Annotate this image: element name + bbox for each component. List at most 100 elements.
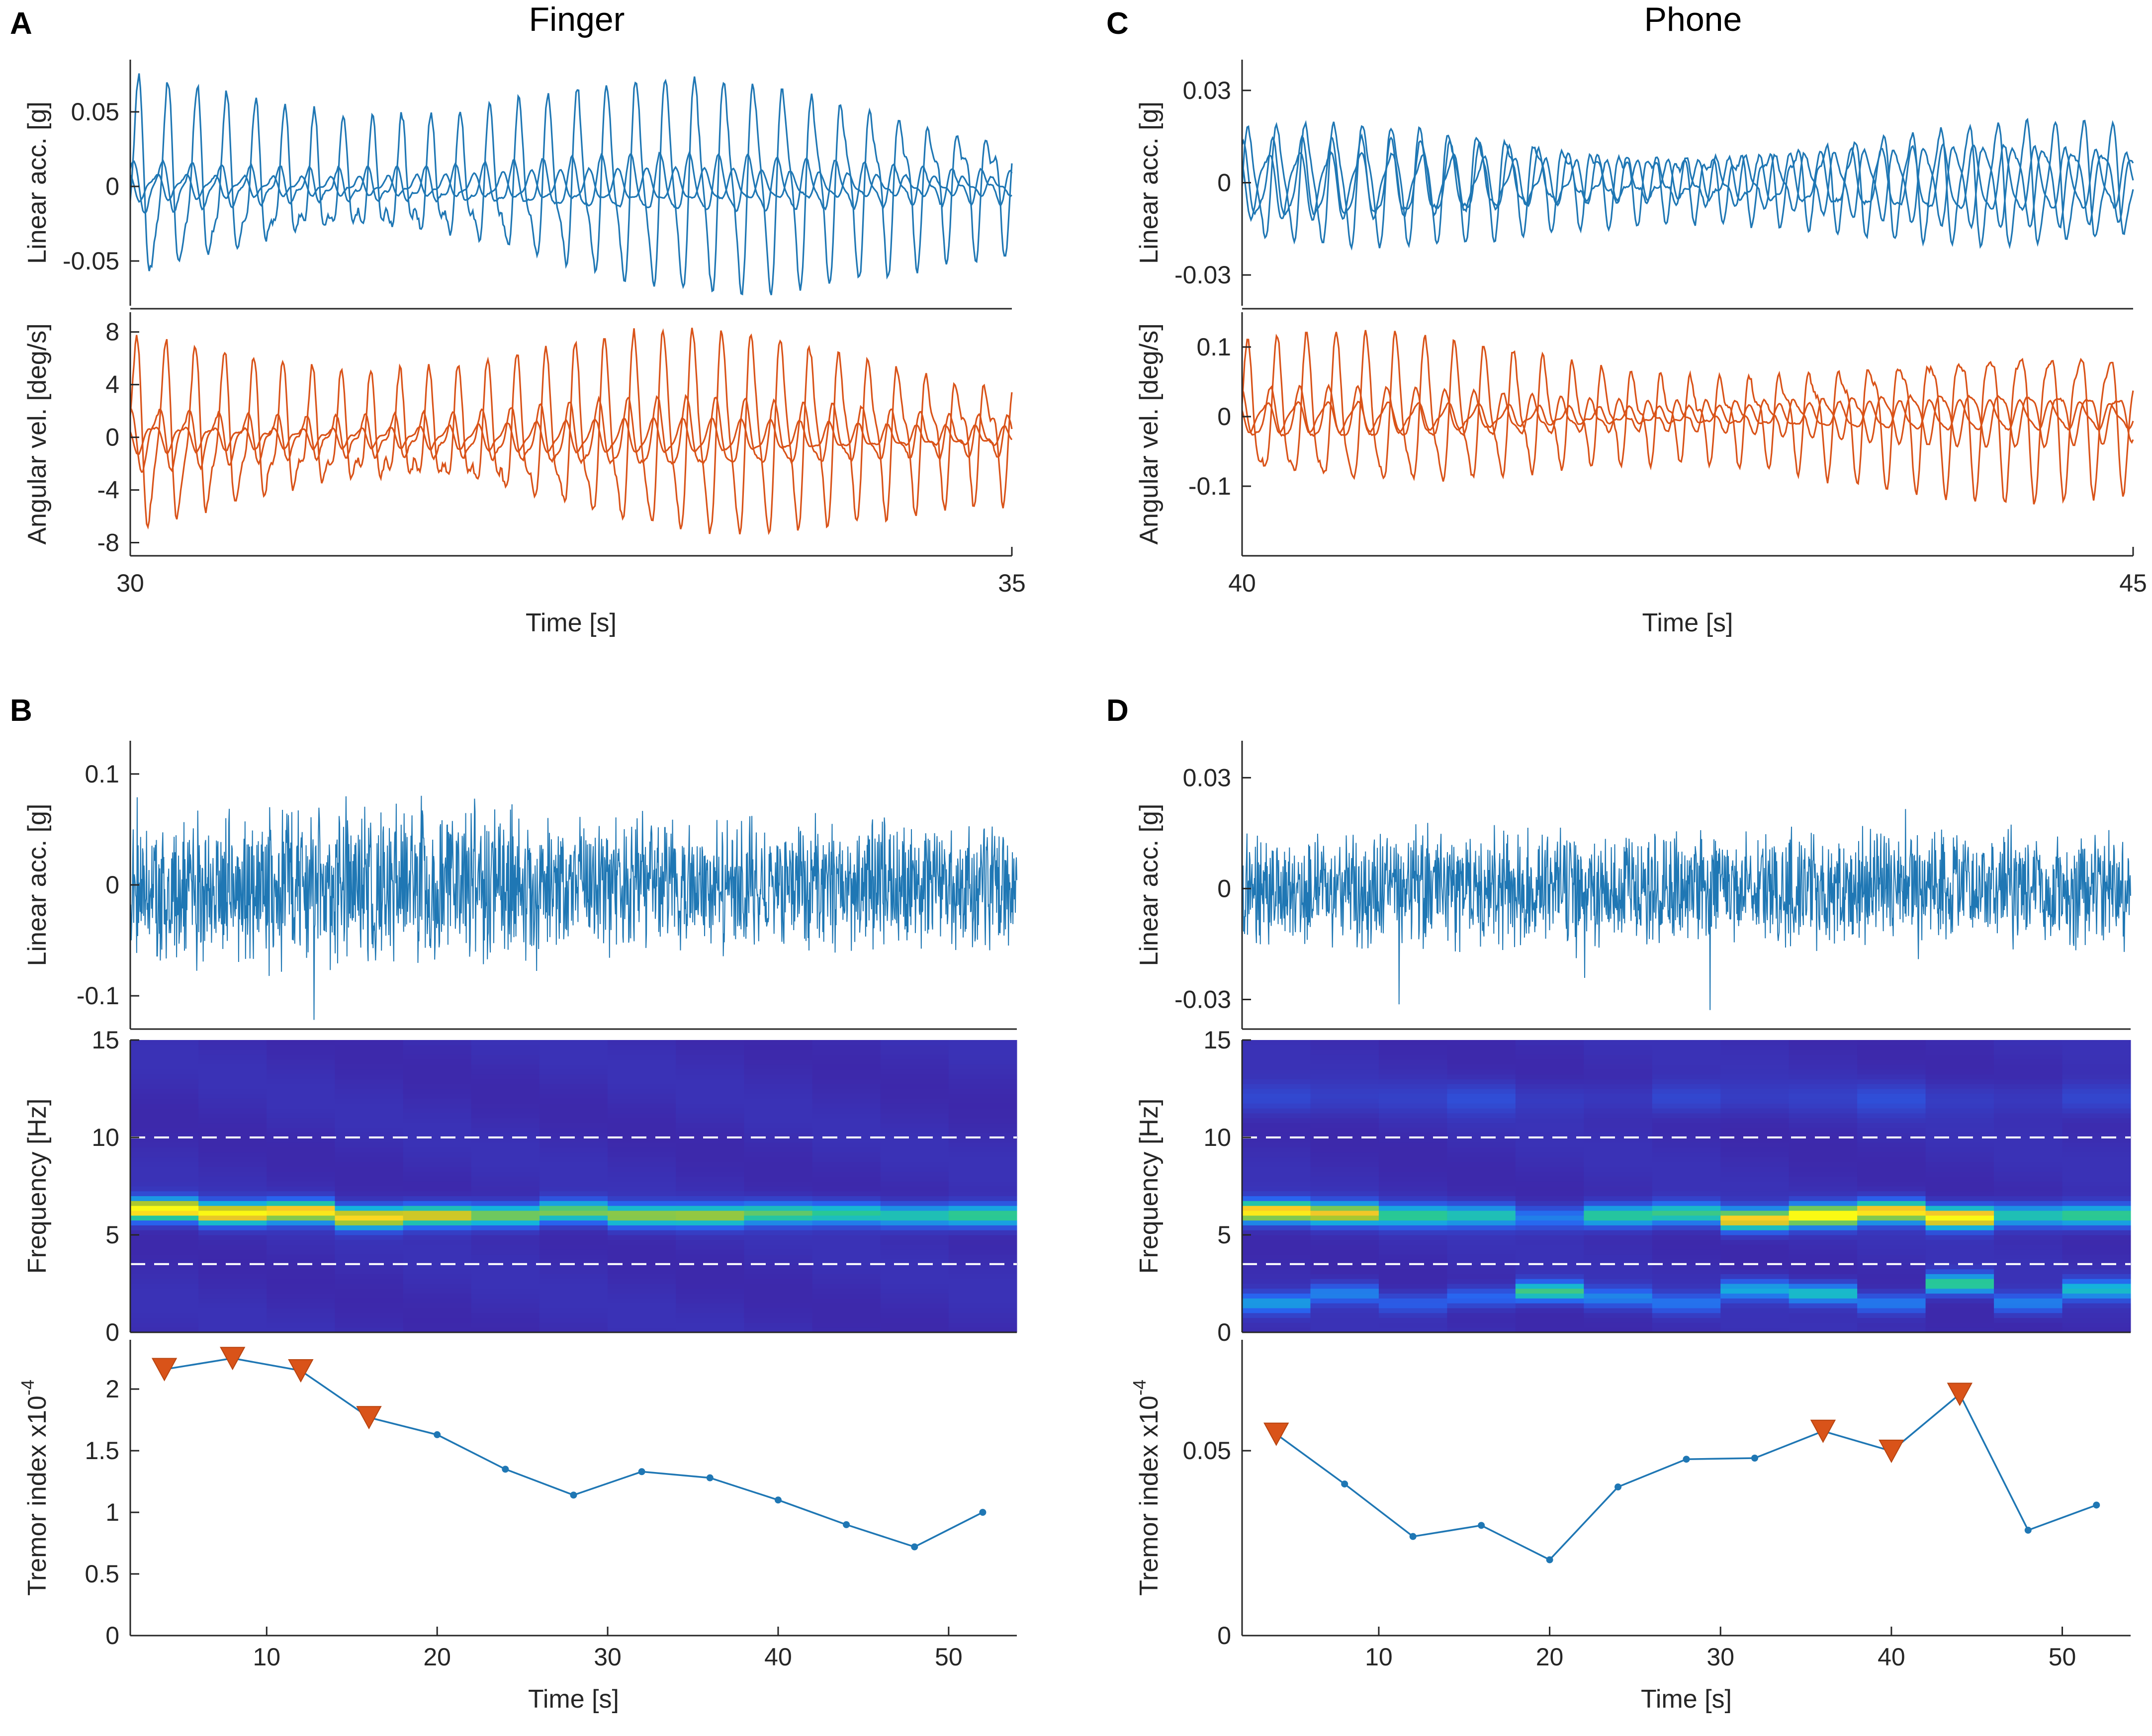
D_spec-cell-9-29	[1857, 1186, 1926, 1192]
D_spec-cell-8-44	[1789, 1113, 1858, 1119]
B_spec-cell-10-42	[812, 1123, 881, 1128]
B_tremor-point-6	[570, 1491, 577, 1499]
B_spec-cell-12-3	[948, 1312, 1017, 1318]
B_spec-cell-2-5	[267, 1303, 335, 1308]
D_spec-cell-7-7	[1720, 1293, 1790, 1299]
D_spec-cell-12-54	[2062, 1064, 2131, 1070]
B_spec-cell-0-50	[130, 1084, 199, 1089]
D_spec-cell-12-12	[2062, 1269, 2131, 1274]
D_spec-cell-9-46	[1857, 1103, 1926, 1109]
D_spec-cell-11-0	[1994, 1327, 2063, 1333]
D_spec-cell-8-23	[1789, 1215, 1858, 1221]
D_acc-series-acc	[1242, 809, 2131, 1010]
C_gyr-xtick-label-0: 40	[1228, 569, 1256, 597]
B_spec-cell-3-47	[335, 1098, 404, 1104]
B_spec-cell-11-6	[880, 1298, 949, 1303]
B_spec-cell-10-10	[812, 1279, 881, 1284]
B_spec-cell-1-11	[198, 1274, 267, 1279]
B_tremor-ytick-label-3: 0.5	[85, 1560, 119, 1588]
D_spec-cell-2-41	[1378, 1128, 1447, 1133]
B_spec-cell-4-26	[403, 1201, 472, 1206]
B_spec-cell-11-15	[880, 1254, 949, 1260]
B_acc-ytick-label-2: -0.1	[77, 982, 119, 1010]
panel-letter-c: C	[1106, 6, 1129, 41]
D_spec-cell-4-47	[1515, 1098, 1584, 1104]
D_spec-cell-6-56	[1652, 1054, 1721, 1060]
D_spec-cell-0-12	[1242, 1269, 1311, 1274]
D_spec-cell-10-27	[1925, 1196, 1994, 1201]
B_tremor-point-12	[979, 1509, 986, 1516]
B_spec-cell-7-36	[608, 1152, 676, 1157]
D_spec-cell-8-25	[1789, 1206, 1858, 1211]
D_spec-cell-2-28	[1378, 1191, 1447, 1197]
B_spec-cell-3-39	[335, 1137, 404, 1143]
B_spec-cell-11-33	[880, 1166, 949, 1172]
B_spec-cell-8-56	[676, 1054, 744, 1060]
B_spec-cell-10-58	[812, 1044, 881, 1050]
B_spec-cell-9-41	[744, 1128, 813, 1133]
D_spec-cell-3-19	[1447, 1235, 1516, 1240]
B_spec-cell-7-57	[608, 1049, 676, 1055]
D_spec-cell-11-34	[1994, 1162, 2063, 1167]
B_spec-cell-8-52	[676, 1074, 744, 1079]
D_spec-cell-11-40	[1994, 1132, 2063, 1138]
B_spec-cell-2-11	[267, 1274, 335, 1279]
D_spec-cell-8-41	[1789, 1128, 1858, 1133]
B_spec-cell-11-1	[880, 1322, 949, 1328]
B_spec-cell-12-13	[948, 1264, 1017, 1270]
D_spec-cell-1-32	[1310, 1171, 1379, 1177]
D_spec-cell-6-47	[1652, 1098, 1721, 1104]
B_spec-cell-10-31	[812, 1176, 881, 1182]
B_spec-cell-7-51	[608, 1079, 676, 1084]
B_spec-cell-9-2	[744, 1317, 813, 1323]
B_spec-cell-9-45	[744, 1108, 813, 1114]
B_spec-cell-1-31	[198, 1176, 267, 1182]
B_spec-cell-8-16	[676, 1249, 744, 1255]
B_spec-cell-7-30	[608, 1181, 676, 1187]
D_spec-cell-7-26	[1720, 1201, 1790, 1206]
D_spec-cell-9-11	[1857, 1274, 1926, 1279]
A_acc-series-x	[129, 73, 1013, 296]
D_spec-cell-8-45	[1789, 1108, 1858, 1114]
B_spec-cell-5-47	[471, 1098, 540, 1104]
D_spec-cell-7-24	[1720, 1211, 1790, 1216]
D_spec-cell-4-29	[1515, 1186, 1584, 1192]
B_spec-cell-6-31	[539, 1176, 608, 1182]
B_spec-cell-7-41	[608, 1128, 676, 1133]
B_spec-cell-4-11	[403, 1274, 472, 1279]
B_spec-cell-11-19	[880, 1235, 949, 1240]
D_spec-cell-9-44	[1857, 1113, 1926, 1119]
D_spec-cell-5-48	[1584, 1093, 1653, 1099]
B_spec-cell-11-39	[880, 1137, 949, 1143]
D_spec-cell-3-32	[1447, 1171, 1516, 1177]
B_spec-cell-10-19	[812, 1235, 881, 1240]
B_spec-cell-3-45	[335, 1108, 404, 1114]
D_spec-cell-0-52	[1242, 1074, 1311, 1079]
B_spec-cell-11-37	[880, 1147, 949, 1152]
B_spec-cell-9-44	[744, 1113, 813, 1119]
B_spec-cell-1-26	[198, 1201, 267, 1206]
D_spec-cell-10-46	[1925, 1103, 1994, 1109]
B_spec-cell-11-14	[880, 1259, 949, 1265]
B_spec-cell-1-13	[198, 1264, 267, 1270]
D_spec-cell-2-1	[1378, 1322, 1447, 1328]
D_spec-cell-4-18	[1515, 1239, 1584, 1245]
B_spec-cell-0-44	[130, 1113, 199, 1119]
D_spec-cell-5-49	[1584, 1089, 1653, 1094]
D_spec-window-0	[1242, 1040, 1311, 1333]
B_spec-cell-12-37	[948, 1147, 1017, 1152]
B_spec-cell-9-49	[744, 1089, 813, 1094]
D_spec-cell-0-50	[1242, 1084, 1311, 1089]
B_spec-cell-1-23	[198, 1215, 267, 1221]
B_spec-cell-6-2	[539, 1317, 608, 1323]
B_spec-cell-1-54	[198, 1064, 267, 1070]
D_spec-cell-4-6	[1515, 1298, 1584, 1303]
B_spec-cell-10-24	[812, 1211, 881, 1216]
B_spec-cell-2-26	[267, 1201, 335, 1206]
B_spec-cell-12-6	[948, 1298, 1017, 1303]
D_spec-cell-4-11	[1515, 1274, 1584, 1279]
D_spec-cell-0-4	[1242, 1308, 1311, 1313]
B_spec-cell-8-24	[676, 1211, 744, 1216]
D_spec-cell-4-13	[1515, 1264, 1584, 1270]
